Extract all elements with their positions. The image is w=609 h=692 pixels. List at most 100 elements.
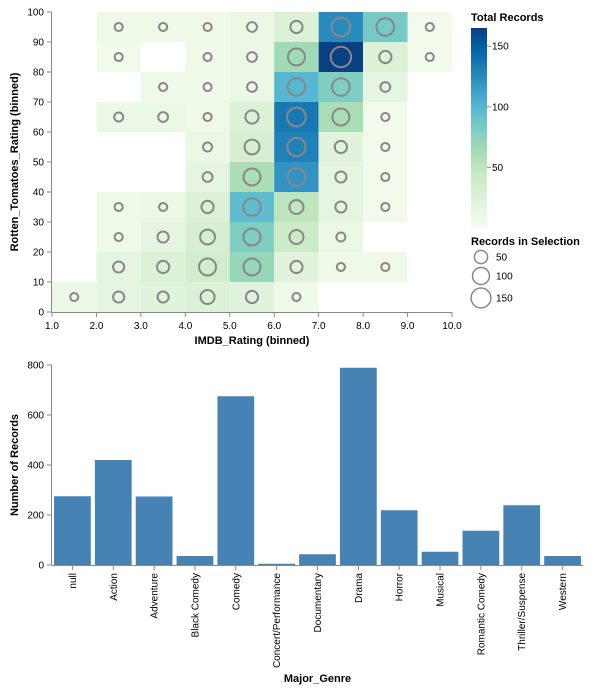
heatmap-cell bbox=[229, 12, 275, 42]
heatmap-cell bbox=[318, 192, 364, 222]
heatmap-cell bbox=[363, 162, 408, 192]
bar bbox=[380, 510, 418, 565]
selection-point bbox=[380, 111, 391, 123]
color-legend-label: 100 bbox=[492, 102, 509, 113]
bar-chart: 0 200 400 600 800 null Action Adventure Black Co… bbox=[9, 361, 583, 685]
size-legend-label: 50 bbox=[496, 253, 508, 264]
heatmap-cell bbox=[185, 192, 230, 222]
selection-point bbox=[380, 201, 391, 213]
size-legend-label: 100 bbox=[496, 272, 513, 283]
bar-x-tick-label: Black Comedy bbox=[190, 573, 201, 637]
color-legend-title: Total Records bbox=[471, 12, 544, 24]
heatmap-cell bbox=[274, 102, 319, 132]
y-tick-label: 20 bbox=[33, 248, 45, 259]
selection-point bbox=[244, 109, 260, 125]
bar bbox=[94, 460, 132, 565]
selection-point bbox=[202, 81, 213, 93]
bar-x-tick-label: Comedy bbox=[231, 573, 242, 610]
selection-point bbox=[246, 51, 258, 63]
heatmap-cell bbox=[363, 252, 408, 282]
selection-point bbox=[113, 21, 124, 33]
heatmap-cell bbox=[318, 102, 364, 132]
bar bbox=[54, 496, 91, 565]
heatmap-cell bbox=[96, 282, 141, 312]
selection-point bbox=[199, 228, 216, 246]
selection-point bbox=[201, 171, 214, 183]
y-tick-label: 90 bbox=[33, 38, 45, 49]
heatmap-cell bbox=[140, 12, 186, 42]
heatmap-chart: 1.0 2.0 3.0 4.0 5.0 6.0 7.0 8.0 9.0 10.0 0 10 20 30 40… bbox=[9, 8, 462, 348]
selection-point bbox=[380, 171, 391, 183]
heatmap-cell bbox=[185, 102, 230, 132]
selection-point bbox=[198, 257, 218, 277]
heatmap-cell bbox=[140, 192, 186, 222]
bar-x-tick-label: Romantic Comedy bbox=[476, 573, 487, 655]
heatmap-cell bbox=[274, 282, 319, 312]
heatmap-cell bbox=[185, 42, 230, 72]
bar bbox=[421, 551, 459, 565]
bar bbox=[462, 530, 500, 565]
y-axis-title: Rotten_Tomatoes_Rating (binned) bbox=[9, 72, 21, 251]
heatmap-cell bbox=[229, 72, 275, 102]
x-tick-label: 10.0 bbox=[442, 321, 462, 332]
selection-point bbox=[424, 21, 435, 33]
selection-point bbox=[288, 228, 305, 246]
heatmap-cell bbox=[96, 102, 141, 132]
selection-point bbox=[113, 51, 124, 63]
size-legend-symbol bbox=[471, 266, 491, 286]
y-tick-label: 60 bbox=[33, 128, 45, 139]
heatmap-cell bbox=[140, 102, 186, 132]
heatmap-cell bbox=[363, 42, 408, 72]
heatmap-cell bbox=[407, 12, 452, 42]
heatmap-cell bbox=[140, 282, 186, 312]
selection-point bbox=[334, 200, 348, 214]
color-legend-label: 150 bbox=[492, 42, 509, 53]
heatmap-cell bbox=[140, 72, 186, 102]
heatmap-cell bbox=[52, 282, 97, 312]
bar-y-axis-title: Number of Records bbox=[9, 414, 21, 516]
heatmap-cell bbox=[229, 132, 275, 162]
heatmap-cell bbox=[274, 72, 319, 102]
heatmap-cell bbox=[229, 252, 275, 282]
y-tick-label: 30 bbox=[33, 218, 45, 229]
x-tick-label: 7.0 bbox=[312, 321, 326, 332]
color-legend-label: 50 bbox=[492, 163, 504, 174]
bar-x-axis-title: Major_Genre bbox=[284, 673, 351, 685]
heatmap-cell bbox=[140, 222, 186, 252]
bar-x-tick-label: Thriller/Suspense bbox=[517, 573, 528, 651]
heatmap-cell bbox=[274, 12, 319, 42]
selection-point bbox=[291, 291, 302, 303]
heatmap-cell bbox=[363, 102, 408, 132]
heatmap-cell bbox=[229, 222, 275, 252]
y-tick-label: 0 bbox=[38, 308, 44, 319]
heatmap-cell bbox=[274, 192, 319, 222]
bar-y-tick-label: 400 bbox=[27, 461, 44, 472]
heatmap-cell bbox=[96, 192, 141, 222]
selection-point bbox=[158, 81, 169, 93]
y-tick-label: 40 bbox=[33, 188, 45, 199]
heatmap-cell bbox=[185, 222, 230, 252]
selection-point bbox=[380, 141, 391, 153]
heatmap-cell bbox=[96, 252, 141, 282]
x-axis-title: IMDB_Rating (binned) bbox=[195, 335, 310, 347]
selection-point bbox=[242, 227, 262, 247]
bar bbox=[339, 367, 377, 565]
heatmap-cell bbox=[96, 42, 141, 72]
bar-x-tick-label: Western bbox=[558, 573, 569, 610]
heatmap-cell bbox=[274, 252, 319, 282]
selection-point bbox=[246, 21, 258, 33]
heatmap-cell bbox=[363, 132, 408, 162]
selection-point bbox=[379, 81, 392, 93]
heatmap-cell bbox=[318, 12, 364, 42]
selection-point bbox=[288, 198, 305, 216]
selection-point bbox=[202, 21, 213, 33]
selection-point bbox=[200, 199, 215, 215]
selection-point bbox=[286, 136, 307, 158]
selection-point bbox=[286, 47, 306, 67]
selection-point bbox=[286, 167, 307, 187]
selection-point bbox=[202, 51, 213, 63]
bar-y-tick-label: 600 bbox=[27, 411, 44, 422]
heatmap-cell bbox=[185, 282, 230, 312]
size-legend-label: 150 bbox=[496, 294, 513, 305]
